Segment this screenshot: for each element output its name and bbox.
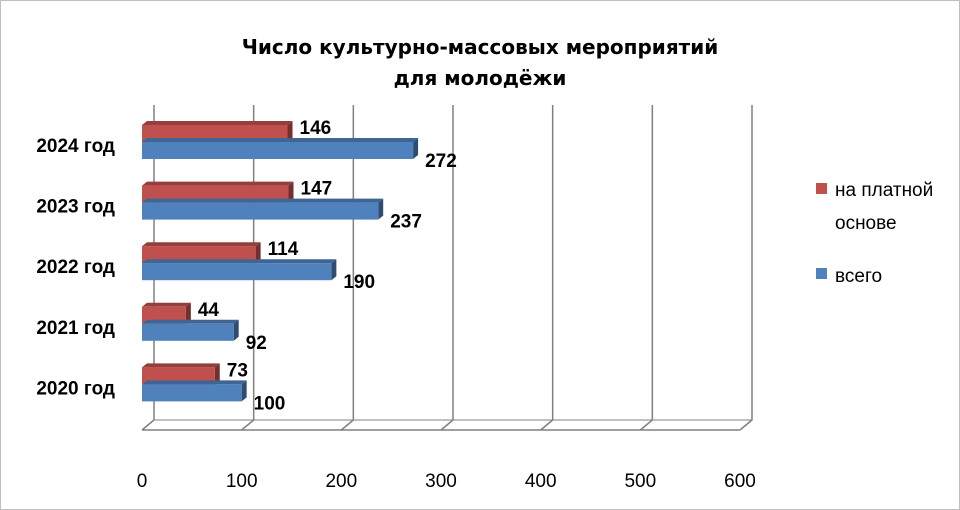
bar-top-face <box>142 363 220 368</box>
bar-total <box>142 380 247 402</box>
bar-front-face <box>142 384 242 402</box>
bar-front-face <box>142 306 186 324</box>
bar-front-face <box>142 185 289 203</box>
bar-end-face <box>288 181 294 203</box>
bar-total <box>142 319 239 341</box>
bar-end-face <box>185 302 191 324</box>
chart-title-line-2: для молодёжи <box>393 66 567 90</box>
data-label-total: 237 <box>390 212 422 233</box>
legend-swatch-total <box>816 268 827 279</box>
category-label: 2023 год <box>36 197 115 218</box>
tick-label-200: 200 <box>325 471 357 492</box>
bar-top-face <box>142 181 294 186</box>
legend-label-total: всего <box>835 266 882 287</box>
bar-end-face <box>255 242 261 264</box>
tick-label-0: 0 <box>137 471 148 492</box>
bar-paid <box>142 363 220 385</box>
gridline-400 <box>540 105 554 431</box>
chart-title-line-1: Число культурно-массовых мероприятий <box>241 35 719 59</box>
bar-top-face <box>142 302 191 307</box>
legend-swatch-paid <box>816 183 827 194</box>
bar-front-face <box>142 246 256 264</box>
bar-end-face <box>287 121 293 142</box>
bar-top-face <box>142 242 261 247</box>
data-label-total: 272 <box>425 151 457 172</box>
bar-top-face <box>142 138 419 142</box>
legend-label-paid-line-1: на платной <box>835 180 933 201</box>
data-label-total: 190 <box>343 272 375 293</box>
bar-front-face <box>142 367 215 385</box>
bar-paid <box>142 242 261 264</box>
category-label: 2020 год <box>36 378 115 399</box>
bar-total <box>142 259 337 281</box>
bar-front-face <box>142 323 234 341</box>
data-label-total: 100 <box>254 393 286 414</box>
bar-total <box>142 138 419 159</box>
bar-end-face <box>233 319 239 341</box>
data-labels: 73 100 44 92 114 190 147 237 146 272 <box>198 118 457 414</box>
category-label: 2021 год <box>36 318 115 339</box>
tick-label-100: 100 <box>226 471 258 492</box>
axis <box>142 419 752 431</box>
legend-label-paid-line-2: основе <box>835 213 897 234</box>
bar-front-face <box>142 142 414 159</box>
tick-label-400: 400 <box>525 471 557 492</box>
data-label-paid: 73 <box>227 360 248 381</box>
chart-title: Число культурно-массовых мероприятий для… <box>180 32 780 94</box>
data-label-paid: 114 <box>268 239 299 260</box>
bar-top-face <box>142 198 384 203</box>
bar-paid <box>142 121 293 142</box>
bar-front-face <box>142 263 332 281</box>
category-label: 2022 год <box>36 257 115 278</box>
bar-top-face <box>142 259 337 264</box>
tick-label-600: 600 <box>724 471 756 492</box>
data-label-paid: 147 <box>301 179 333 200</box>
bar-end-face <box>331 259 337 281</box>
tick-labels: 0 100 200 300 400 500 600 <box>137 471 756 492</box>
bar-top-face <box>142 380 247 385</box>
bar-paid <box>142 181 294 203</box>
bar-end-face <box>413 138 419 159</box>
data-label-total: 92 <box>246 333 267 354</box>
legend: на платной основе всего <box>816 180 933 287</box>
bar-end-face <box>241 380 247 402</box>
bar-front-face <box>142 202 379 220</box>
bar-end-face <box>214 363 220 385</box>
data-label-paid: 146 <box>300 118 332 139</box>
gridline-600 <box>739 105 753 431</box>
tick-label-300: 300 <box>425 471 457 492</box>
category-labels: 2020 год 2021 год 2022 год 2023 год 2024 год <box>36 136 115 399</box>
data-label-paid: 44 <box>198 300 220 321</box>
bar-top-face <box>142 121 293 125</box>
bar-total <box>142 198 384 220</box>
bar-top-face <box>142 319 239 324</box>
bar-end-face <box>378 198 384 220</box>
bar-front-face <box>142 125 288 142</box>
bars <box>142 121 419 402</box>
gridline-500 <box>639 105 654 431</box>
bar-paid <box>142 302 191 324</box>
tick-label-500: 500 <box>624 471 656 492</box>
category-label: 2024 год <box>36 136 115 157</box>
